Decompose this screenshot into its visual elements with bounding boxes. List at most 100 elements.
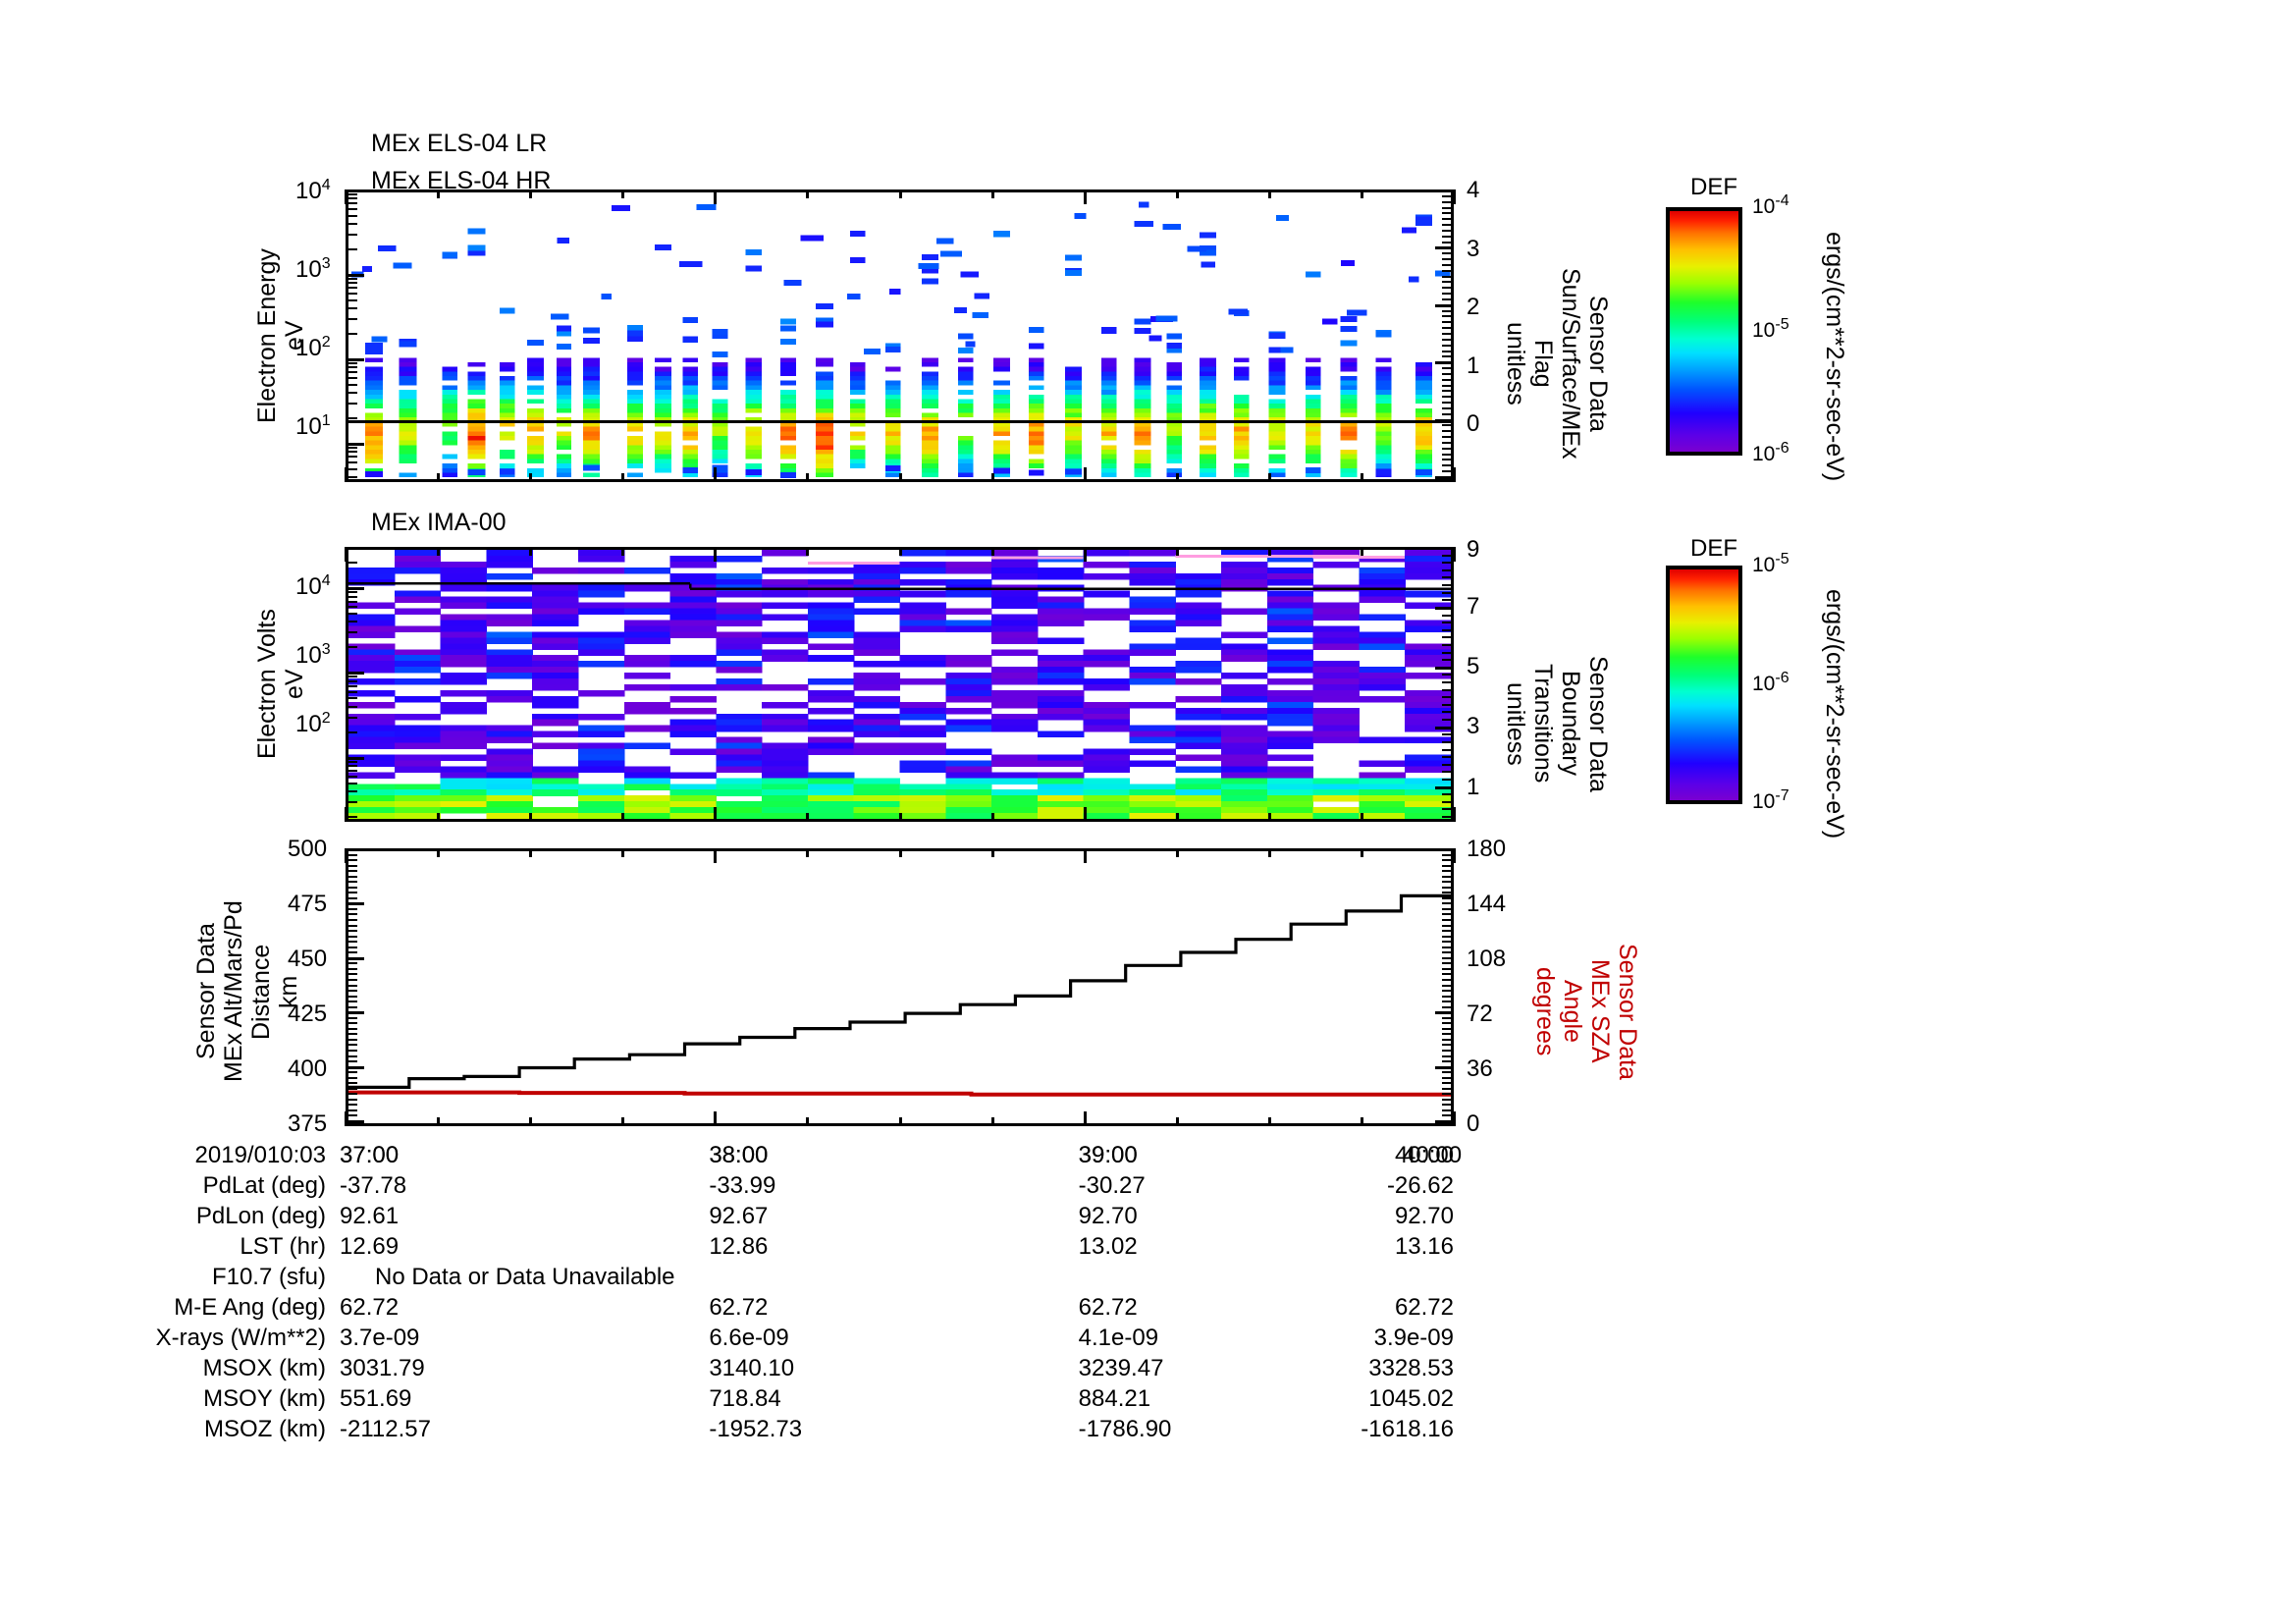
axis-tick xyxy=(1442,946,1451,948)
axis-tick xyxy=(529,848,533,857)
axis-tick xyxy=(1442,229,1451,232)
axis-tick xyxy=(348,756,364,760)
axis-tick xyxy=(348,287,357,290)
panel1-rtick-1: 1 xyxy=(1467,352,1480,379)
axis-tick xyxy=(1442,930,1451,933)
axis-tick xyxy=(348,197,357,200)
axis-tick xyxy=(1442,941,1451,944)
axis-tick xyxy=(1453,807,1456,822)
axis-tick xyxy=(348,1001,357,1003)
panel2-rtick-5: 5 xyxy=(1467,653,1480,679)
table-cell-value: 3140.10 xyxy=(709,1355,795,1381)
axis-tick xyxy=(348,875,357,878)
panel2-plot-area[interactable] xyxy=(346,547,1454,822)
table-cell-value: 92.67 xyxy=(709,1203,769,1229)
table-cell-value: 37:00 xyxy=(340,1142,400,1168)
axis-tick xyxy=(348,361,357,364)
axis-tick xyxy=(1442,447,1451,450)
axis-tick xyxy=(348,716,357,719)
table-row-label: MSOZ (km) xyxy=(204,1416,326,1442)
axis-tick xyxy=(1442,1109,1451,1111)
axis-tick xyxy=(348,705,357,708)
table-row-label: PdLat (deg) xyxy=(202,1172,326,1199)
axis-tick xyxy=(348,366,357,369)
panel1-left-axis-line1: Electron Energy xyxy=(253,248,281,423)
axis-tick xyxy=(348,1109,357,1111)
axis-tick xyxy=(1442,793,1451,796)
table-cell-value: 92.61 xyxy=(340,1203,400,1229)
axis-tick xyxy=(1442,733,1451,736)
axis-tick xyxy=(1442,1076,1451,1079)
axis-tick xyxy=(348,962,357,965)
axis-tick xyxy=(1175,189,1179,198)
table-cell-value: 3.9e-09 xyxy=(1373,1325,1454,1351)
panel2-rtick-9: 9 xyxy=(1467,536,1480,563)
axis-tick xyxy=(1442,562,1451,565)
table-row-label: PdLon (deg) xyxy=(195,1203,326,1229)
axis-tick xyxy=(1442,412,1451,415)
axis-tick xyxy=(1453,547,1456,562)
axis-tick xyxy=(348,476,357,478)
axis-tick xyxy=(1267,813,1271,822)
axis-tick xyxy=(1435,361,1451,365)
panel3-ytick-500: 500 xyxy=(288,836,328,862)
axis-tick xyxy=(348,277,357,280)
axis-tick xyxy=(1442,800,1451,803)
axis-tick xyxy=(1267,473,1271,482)
axis-tick xyxy=(1442,756,1451,759)
axis-tick xyxy=(1442,919,1451,922)
axis-tick xyxy=(1442,978,1451,981)
axis-tick xyxy=(1442,367,1451,370)
axis-tick xyxy=(348,676,357,678)
axis-tick xyxy=(1435,785,1451,789)
axis-tick xyxy=(1442,436,1451,439)
panel1-plot-area[interactable] xyxy=(346,189,1454,482)
axis-tick xyxy=(1442,252,1451,255)
axis-tick xyxy=(348,208,357,211)
axis-tick xyxy=(1442,816,1451,818)
xaxis-tick-label: 38:00 xyxy=(709,1142,769,1168)
axis-tick xyxy=(348,1055,357,1057)
axis-tick xyxy=(1442,881,1451,884)
table-row-label: X-rays (W/m**2) xyxy=(155,1325,326,1351)
axis-tick xyxy=(1442,913,1451,916)
axis-tick xyxy=(348,1038,357,1041)
panel3-plot-area[interactable] xyxy=(346,848,1454,1126)
axis-tick xyxy=(348,282,357,285)
axis-tick xyxy=(345,848,347,863)
axis-tick xyxy=(1442,1082,1451,1085)
table-cell-value: 38:00 xyxy=(709,1142,769,1168)
axis-tick xyxy=(806,547,810,556)
panel3-rtick-0: 0 xyxy=(1467,1110,1480,1137)
axis-tick xyxy=(1442,1114,1451,1117)
p1r-l2: Sun/Surface/MEx xyxy=(1557,267,1584,460)
axis-tick xyxy=(1442,864,1451,867)
table-cell-value: 3031.79 xyxy=(340,1355,425,1381)
axis-tick xyxy=(348,730,357,733)
axis-tick xyxy=(348,919,357,922)
axis-tick xyxy=(1442,1060,1451,1063)
axis-tick xyxy=(1442,309,1451,312)
axis-tick xyxy=(348,1082,357,1085)
table-cell-value: 3239.47 xyxy=(1078,1355,1164,1381)
axis-tick xyxy=(348,595,357,598)
axis-tick xyxy=(1442,206,1451,209)
axis-tick xyxy=(348,376,357,379)
panel1-rtick-0: 0 xyxy=(1467,410,1480,437)
axis-tick xyxy=(1442,636,1451,639)
table-cell-value: -1618.16 xyxy=(1361,1416,1454,1442)
axis-tick xyxy=(1442,327,1451,330)
colorbar2-max-label: 10-5 xyxy=(1752,551,1789,576)
axis-tick xyxy=(1442,224,1451,227)
axis-tick xyxy=(1442,430,1451,433)
p2l-l1: Electron Volts xyxy=(253,609,281,760)
axis-tick xyxy=(348,990,357,993)
panel3-right-axis-label: Sensor Data MEx SZA Angle degrees xyxy=(1531,913,1641,1109)
panel1-ytick-10e1: 101 xyxy=(295,412,331,440)
colorbar1-max-label: 10-4 xyxy=(1752,192,1789,218)
axis-tick xyxy=(1442,333,1451,335)
axis-tick xyxy=(529,189,533,198)
axis-tick xyxy=(1442,778,1451,781)
panel2-title: MEx IMA-00 xyxy=(371,509,507,536)
axis-tick xyxy=(1442,902,1451,905)
